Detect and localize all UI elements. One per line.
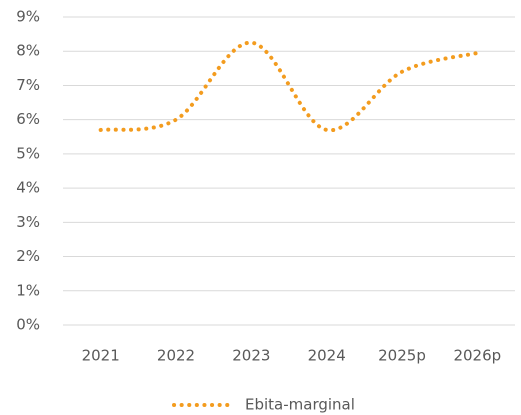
y-tick-label: 6% — [16, 110, 40, 128]
x-tick-label: 2021 — [82, 347, 120, 365]
data-line — [98, 40, 480, 132]
x-tick-label: 2026p — [453, 347, 501, 365]
y-tick-label: 7% — [16, 76, 40, 94]
legend-label: Ebita-marginal — [245, 396, 355, 414]
y-tick-label: 9% — [16, 8, 40, 26]
y-tick-label: 4% — [16, 179, 40, 197]
y-tick-label: 5% — [16, 144, 40, 162]
x-tick-label: 2022 — [157, 347, 195, 365]
x-tick-label: 2023 — [232, 347, 270, 365]
y-tick-label: 2% — [16, 247, 40, 265]
x-tick-label: 2024 — [308, 347, 346, 365]
y-tick-label: 8% — [16, 42, 40, 60]
y-tick-label: 1% — [16, 281, 40, 299]
x-tick-label: 2025p — [378, 347, 426, 365]
y-tick-label: 0% — [16, 316, 40, 334]
y-tick-label: 3% — [16, 213, 40, 231]
